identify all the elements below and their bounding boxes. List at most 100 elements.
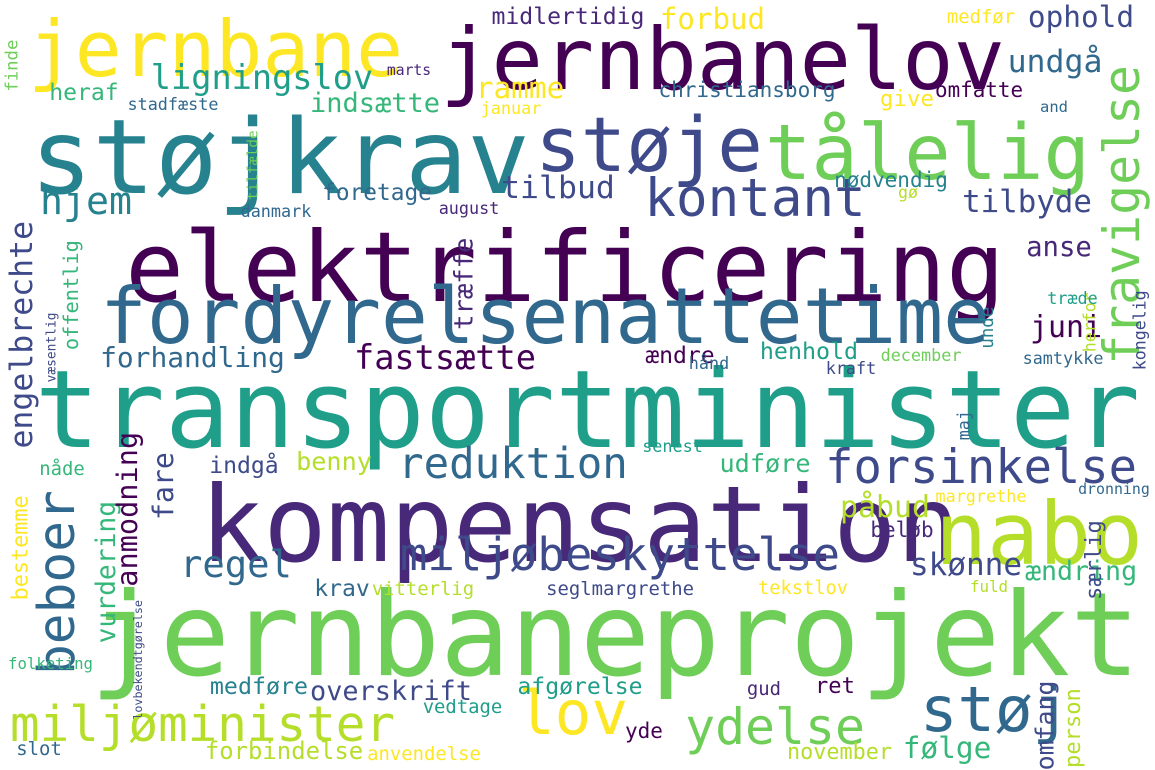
word-margrethe: margrethe <box>935 485 1027 506</box>
word-forsinkelse: forsinkelse <box>825 439 1137 495</box>
word-anmodning: anmodning <box>109 432 144 587</box>
word-anvendelse: anvendelse <box>367 742 481 765</box>
word-kontant: kontant <box>644 167 866 229</box>
word-benny: benny <box>296 447 372 477</box>
word-udf-re: udføre <box>719 449 811 479</box>
word-kongelig: kongelig <box>1130 290 1150 370</box>
word-august: august <box>438 197 500 218</box>
word-vitterlig: vitterlig <box>371 577 475 600</box>
word-st-jkrav: støjkrav <box>30 98 530 219</box>
word-beboer: beboer <box>26 490 87 675</box>
word-f-lge: følge <box>902 731 992 766</box>
word-jernbaneprojekt: jernbaneprojekt <box>89 567 1141 703</box>
word-fuld: fuld <box>970 577 1009 597</box>
word-elektrificering: elektrificering <box>125 211 1005 325</box>
word-jernbane: jernbane <box>27 4 404 95</box>
word-maj: maj <box>954 409 974 440</box>
word-give: give <box>880 85 934 112</box>
word-regel: regel <box>180 542 292 587</box>
word-forbud: forbud <box>659 1 765 36</box>
word-omfatte: omfatte <box>935 77 1024 102</box>
word-ydelse: ydelse <box>685 698 865 757</box>
word-reduktion: reduktion <box>398 438 628 488</box>
word-slot: slot <box>16 737 62 760</box>
word-anse: anse <box>1026 232 1092 264</box>
word-samtykke: samtykke <box>1022 347 1104 368</box>
word-unde: unde <box>978 307 999 349</box>
word-v-sentlig: væsentlig <box>44 312 60 382</box>
word-henhold: henhold <box>759 338 859 366</box>
word-krav: krav <box>314 575 370 602</box>
word-gud: gud <box>746 677 782 700</box>
word-engelbrechte: engelbrechte <box>4 221 41 449</box>
word-afg-relse: afgørelse <box>517 673 643 700</box>
word-lov: lov <box>518 677 628 749</box>
word-fare: fare <box>146 452 180 520</box>
word-danmark: danmark <box>240 200 312 221</box>
word-december: december <box>880 344 962 365</box>
word-nabo: nabo <box>935 484 1144 585</box>
word-yde: yde <box>625 718 663 743</box>
word-tilbyde: tilbyde <box>962 183 1092 220</box>
word-ndre: ændre <box>645 342 715 369</box>
word-overskrift: overskrift <box>310 675 472 707</box>
word-st-j: støj <box>920 672 1071 746</box>
word-pa-bud: påbud <box>840 490 930 525</box>
word-christiansborg: christiansborg <box>658 77 836 102</box>
word-fordyrelsenattetime: fordyrelsenattetime <box>100 272 990 363</box>
word-foretage: foretage <box>322 179 432 206</box>
word-ndring: ændring <box>1025 555 1138 587</box>
word-marts: marts <box>386 61 432 79</box>
word-s-rlig: særlig <box>1080 520 1107 600</box>
word-hjem: hjem <box>40 179 132 224</box>
word-forbindelse: forbindelse <box>204 737 364 765</box>
word-undga: undgå <box>1007 44 1103 81</box>
word-stadf-ste: stadfæste <box>127 93 219 114</box>
word-ret: ret <box>815 673 855 699</box>
word-november: november <box>787 740 892 766</box>
word-indga: indgå <box>209 452 279 479</box>
word-folketing: folketing <box>8 654 94 674</box>
word-januar: januar <box>480 97 542 118</box>
word-dronning: dronning <box>1078 479 1150 498</box>
word-forhandling: forhandling <box>100 341 285 374</box>
word-tekstlov: tekstlov <box>758 577 849 599</box>
word-vedtage: vedtage <box>422 695 503 718</box>
word-heraf: heraf <box>49 79 119 106</box>
word-finde: finde <box>2 40 23 93</box>
word-tilf-lde: tilfælde <box>245 130 262 200</box>
word-person: person <box>1059 688 1086 768</box>
word-kraft: kraft <box>825 357 877 378</box>
word-ramme: ramme <box>475 71 565 106</box>
word-seglmargrethe: seglmargrethe <box>546 577 694 600</box>
word-senest: senest <box>642 435 703 456</box>
word-g: gø <box>898 182 918 202</box>
word-bestemme: bestemme <box>8 495 34 600</box>
word-n-dvendig: nødvendig <box>834 167 948 192</box>
word-tr-de: træde <box>1047 287 1098 308</box>
word-tilbud: tilbud <box>501 170 615 207</box>
word-ha-nd: hånd <box>688 352 730 373</box>
word-and: and <box>1040 98 1068 117</box>
word-medf-re: medføre <box>209 673 309 701</box>
word-kompensation: kompensation <box>200 463 960 587</box>
word-ligningslov: ligningslov <box>150 58 374 98</box>
word-milj-minister: miljøminister <box>10 695 395 754</box>
word-bel-b: beløb <box>870 517 934 542</box>
word-ta-lelig: tålelig <box>765 107 1090 198</box>
word-ophold: ophold <box>1027 0 1135 35</box>
word-sk-nne: skønne <box>910 546 1022 583</box>
word-fasts-tte: fastsætte <box>354 338 536 378</box>
word-midlertidig: midlertidig <box>491 3 645 30</box>
word-na-de: nåde <box>39 457 85 480</box>
word-transportminister: transportminister <box>34 348 1141 473</box>
word-offentlig: offentlig <box>58 240 83 350</box>
word-milj-beskyttelse: miljøbeskyttelse <box>399 528 840 582</box>
word-inds-tte: indsætte <box>310 87 441 119</box>
word-medf-r: medfør <box>946 5 1016 28</box>
word-tr-ffe: træffe <box>449 237 480 331</box>
word-juni: juni <box>1030 310 1102 345</box>
word-omfang: omfang <box>1030 679 1060 770</box>
word-lovbekendtg-relse: lovbekendtgørelse <box>131 600 146 720</box>
